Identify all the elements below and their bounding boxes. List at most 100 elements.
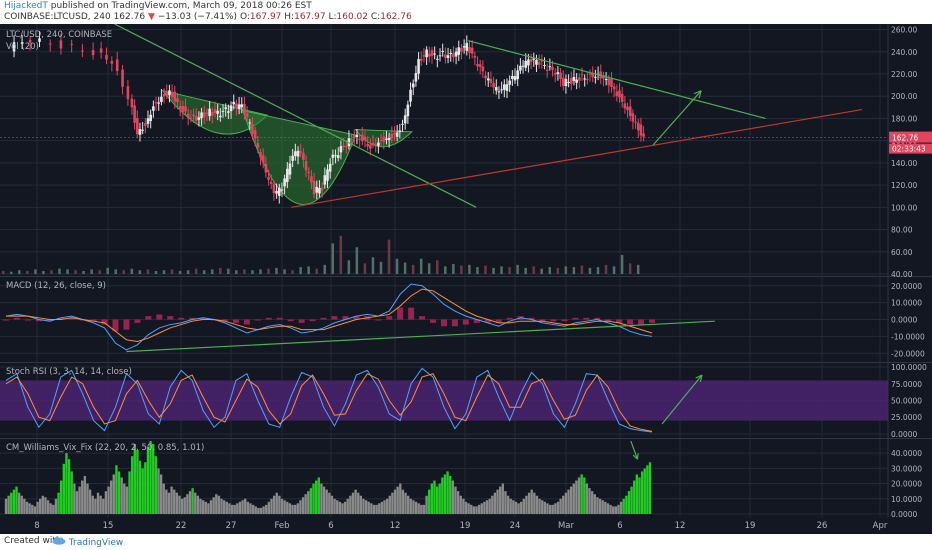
vix-bar [446, 471, 449, 514]
candle-body [200, 112, 203, 119]
candle-body [390, 134, 394, 139]
time-tick-label: Feb [274, 521, 289, 531]
vix-bar [601, 500, 604, 514]
vix-bar [65, 453, 68, 514]
volume-bar [411, 264, 415, 274]
volume-bar [588, 267, 592, 274]
candle-body [213, 109, 217, 114]
candle-body [99, 48, 103, 53]
vix-bar [115, 465, 118, 514]
candle-body [623, 103, 627, 109]
candle-body [628, 106, 632, 116]
candle-body [572, 76, 576, 81]
volume-bar [299, 267, 302, 274]
candle-body [366, 144, 369, 147]
author-link[interactable]: HijackedT [4, 1, 48, 11]
vix-bar [399, 483, 402, 514]
cloud-icon [52, 536, 66, 545]
candle-body [374, 144, 378, 146]
support-trendline [291, 108, 863, 208]
candle-body [559, 72, 562, 80]
time-tick-label: 19 [745, 521, 756, 531]
vix-bar [280, 498, 284, 514]
macd-histogram-bar [649, 319, 655, 323]
countdown-tag [889, 143, 932, 154]
chart-canvas[interactable]: 8 15 22 27 Feb 6 12 19 24 Mar 6 12 19 26 Apr 260.00 240.… [0, 23, 932, 534]
vix-bar [178, 495, 181, 514]
vix-bar [104, 491, 108, 514]
candle-body [409, 89, 412, 102]
vix-tick-label: 0.0000 [891, 510, 917, 519]
volume-bar [427, 263, 431, 274]
candle-body [462, 46, 466, 48]
volume-bar [186, 270, 190, 274]
vix-bar [417, 503, 420, 514]
chart-area[interactable]: 8 15 22 27 Feb 6 12 19 24 Mar 6 12 19 26 Apr 260.00 240.… [0, 23, 932, 534]
vix-bar [546, 503, 549, 514]
macd-histogram-bar [320, 317, 327, 320]
candle-body [105, 55, 108, 60]
vix-bar [262, 506, 265, 514]
candle-body [460, 47, 463, 52]
volume-bar [251, 270, 254, 274]
vix-bar [422, 504, 426, 514]
vix-bar [577, 477, 581, 514]
candle-body [307, 171, 311, 173]
macd-histogram-bar [134, 319, 141, 323]
price-tick-label: 240.00 [891, 48, 917, 57]
volume-bar [10, 271, 13, 274]
candle-body [524, 60, 528, 68]
macd-histogram-bar [550, 319, 557, 322]
candle-body [352, 134, 356, 139]
macd-histogram-bar [13, 317, 20, 320]
macd-tick-label: 0.0000 [891, 316, 917, 325]
vix-bar [238, 501, 242, 514]
volume-bar [210, 269, 214, 274]
vix-bar [378, 503, 381, 514]
volume-bar [556, 267, 560, 274]
macd-histogram-bar [484, 319, 491, 323]
open-value: 167.97 [249, 12, 282, 22]
macd-histogram-bar [451, 319, 458, 327]
vix-bar [154, 456, 158, 514]
volume-bar [580, 265, 584, 274]
candle-body [406, 104, 410, 117]
candle-body [438, 55, 442, 57]
vix-bar [31, 504, 34, 514]
candle-body [500, 89, 503, 91]
time-tick-label: 24 [510, 521, 521, 531]
vix-bar [462, 498, 465, 514]
volume-bar [460, 265, 463, 274]
price-pane-title: LTC/USD, 240, COINBASE [6, 30, 112, 40]
volume-bar [379, 261, 383, 274]
volume-bar [476, 267, 479, 274]
candle-body [149, 114, 152, 122]
low-label: L: [328, 12, 337, 22]
candle-body [484, 75, 487, 79]
candle-body [454, 51, 458, 57]
vix-bar [86, 483, 89, 514]
macd-histogram-bar [254, 319, 261, 321]
volume-bar [178, 270, 182, 274]
macd-line [5, 283, 653, 351]
vix-bar [590, 491, 594, 514]
vix-bar [351, 492, 355, 514]
tradingview-logo[interactable]: TradingView [52, 536, 123, 548]
vix-bar [648, 462, 652, 514]
vix-bar [215, 494, 218, 514]
candle-body [636, 122, 640, 131]
candle-body [344, 146, 348, 148]
macd-histogram-bar [342, 316, 349, 320]
vix-bar [270, 498, 273, 514]
candle-body [173, 91, 177, 102]
candle-body [81, 50, 84, 52]
volume-bar [90, 269, 93, 274]
candle-body [162, 93, 166, 97]
candle-body [197, 117, 201, 120]
candle-body [245, 113, 249, 117]
candle-body [478, 64, 482, 67]
candle-body [588, 73, 592, 75]
candle-body [219, 115, 222, 118]
candle-body [578, 77, 581, 81]
vix-bar [533, 492, 536, 514]
